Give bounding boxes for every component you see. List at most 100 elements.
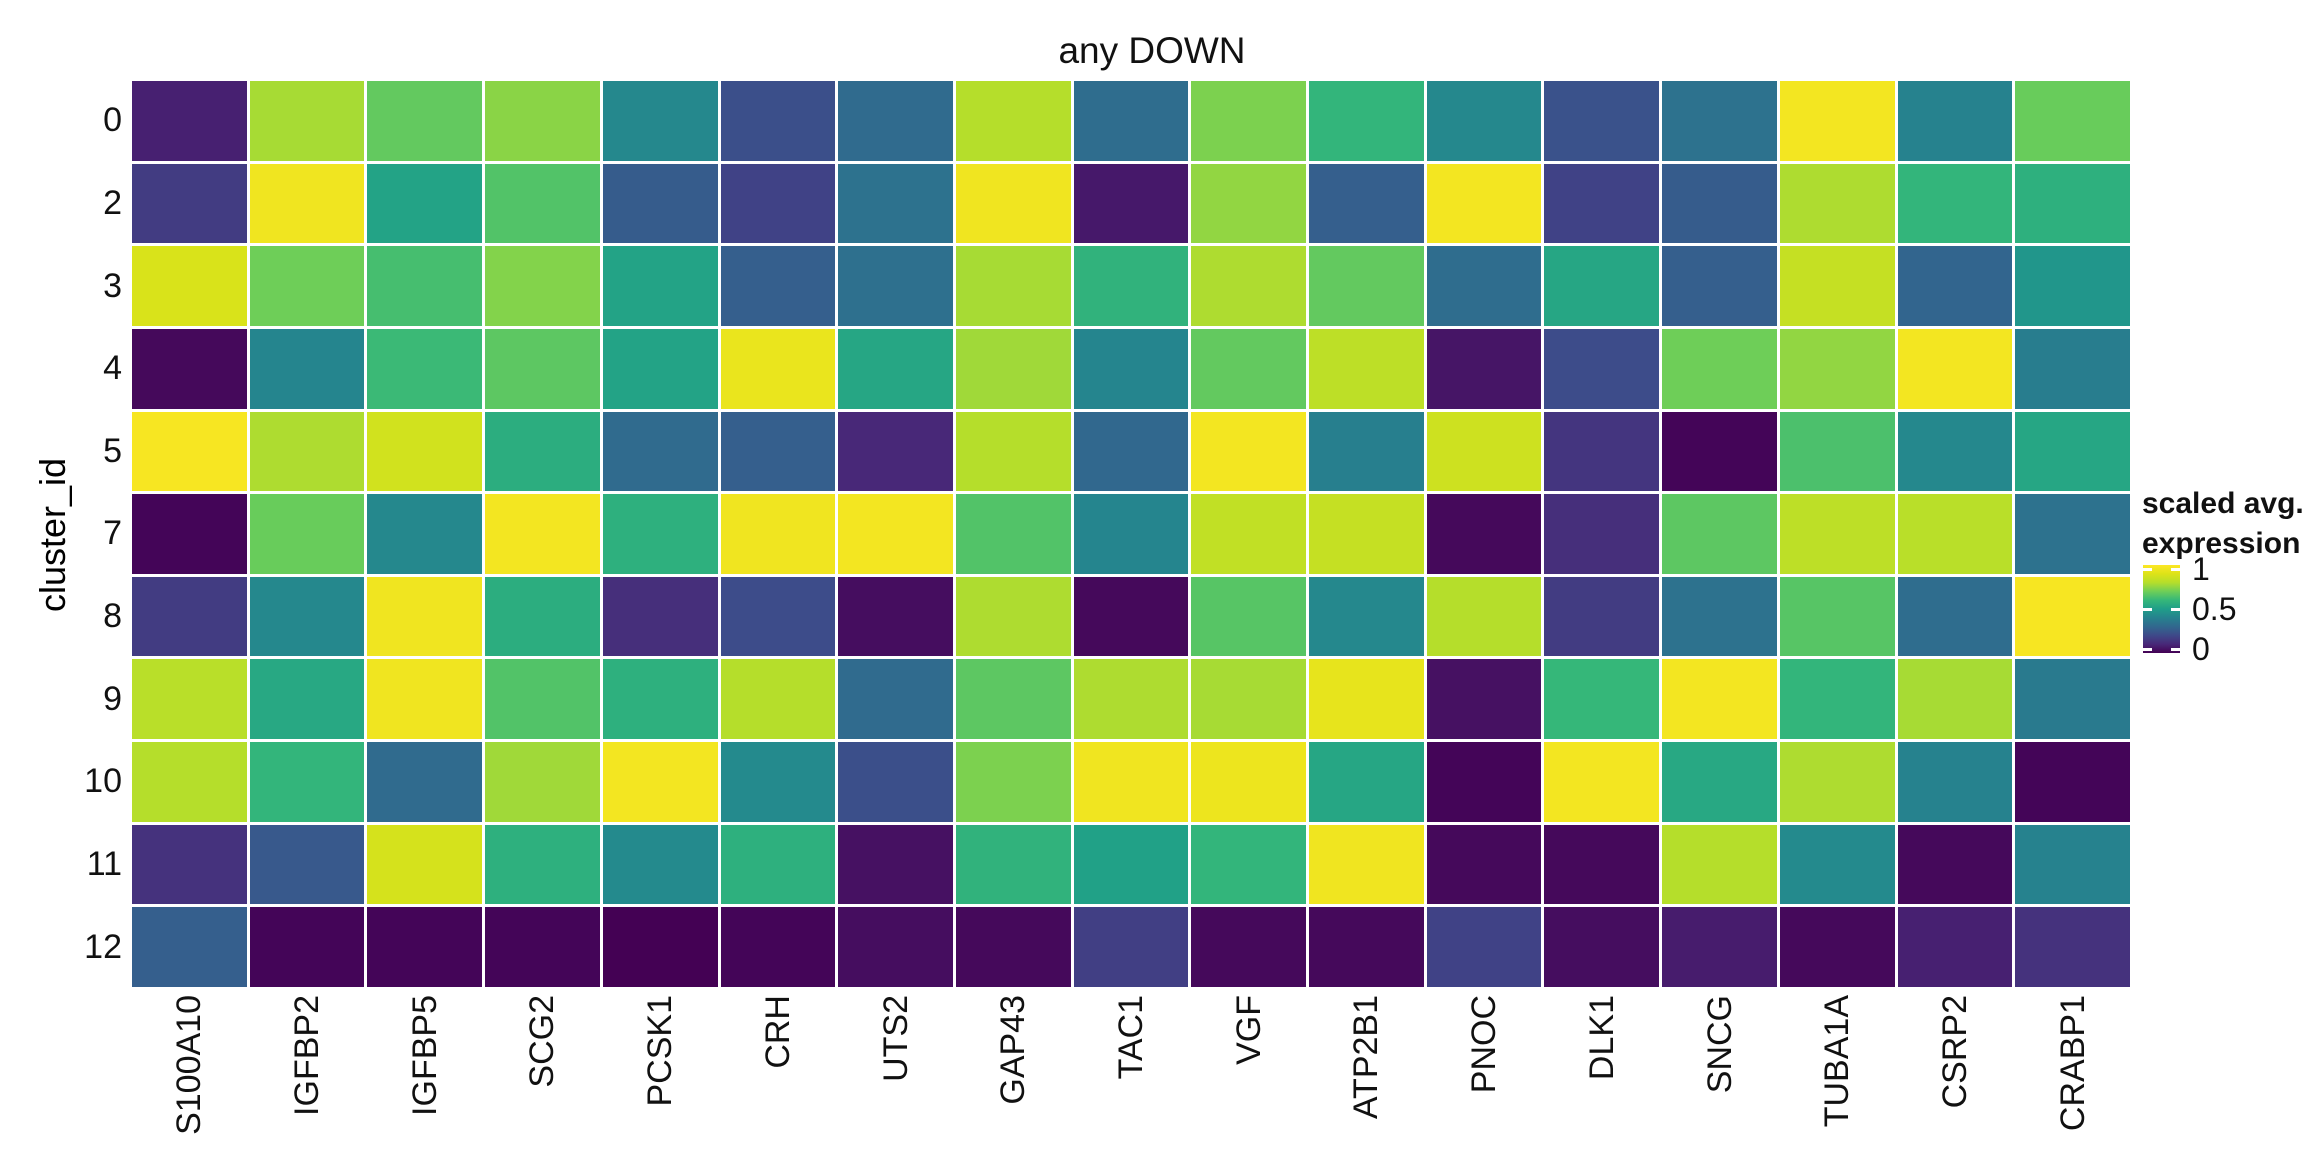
- x-axis-tick-label: IGFBP2: [288, 995, 327, 1116]
- heatmap-cell: [1191, 907, 1307, 987]
- heatmap-cell: [1544, 659, 1660, 740]
- x-axis-tick-label: IGFBP5: [405, 995, 444, 1116]
- heatmap-cell: [838, 659, 953, 740]
- heatmap-cell: [367, 328, 483, 409]
- heatmap-cell: [1897, 907, 2013, 987]
- y-axis-tick-label: 4: [103, 349, 122, 388]
- heatmap-cell: [720, 576, 836, 657]
- heatmap-cell: [1779, 659, 1895, 740]
- heatmap-cell: [1897, 81, 2013, 161]
- heatmap-cell: [602, 742, 718, 822]
- x-axis-tick-label: PCSK1: [641, 995, 680, 1107]
- heatmap-cell: [602, 494, 718, 574]
- heatmap-cell: [720, 659, 836, 740]
- heatmap-cell: [1662, 328, 1777, 409]
- heatmap-cell: [1779, 576, 1895, 657]
- heatmap-cell: [1897, 411, 2013, 492]
- heatmap-cell: [485, 576, 600, 657]
- heatmap-cell: [367, 576, 483, 657]
- heatmap-cell: [1191, 576, 1307, 657]
- heatmap-cell: [1779, 163, 1895, 244]
- heatmap-cell: [838, 824, 953, 905]
- x-axis-tick-label: TAC1: [1112, 995, 1150, 1080]
- heatmap-cell: [132, 328, 247, 409]
- heatmap-cell: [602, 411, 718, 492]
- heatmap-cell: [249, 659, 365, 740]
- heatmap-cell: [720, 163, 836, 244]
- heatmap-cell: [249, 907, 365, 987]
- heatmap-cell: [132, 494, 247, 574]
- heatmap-cell: [955, 494, 1071, 574]
- x-axis-tick-label: VGF: [1229, 995, 1268, 1065]
- legend-tick-label: 1: [2192, 551, 2210, 587]
- heatmap-cell: [955, 81, 1071, 161]
- heatmap-cell: [485, 81, 600, 161]
- heatmap-cell: [132, 824, 247, 905]
- heatmap-cell: [249, 246, 365, 326]
- heatmap-cell: [2015, 494, 2130, 574]
- legend-title-line1: scaled avg.: [2142, 487, 2304, 520]
- heatmap-cell: [249, 81, 365, 161]
- heatmap-cell: [2015, 163, 2130, 244]
- heatmap-cell: [485, 411, 600, 492]
- heatmap-cell: [132, 907, 247, 987]
- y-axis-tick-label: 9: [103, 679, 122, 718]
- x-axis-tick-label: SCG2: [523, 995, 562, 1088]
- heatmap-cell: [1779, 907, 1895, 987]
- heatmap-cell: [720, 411, 836, 492]
- x-axis-tick-label: SNCG: [1700, 995, 1739, 1094]
- legend-tick-mark: [2143, 567, 2152, 571]
- heatmap-cell: [838, 494, 953, 574]
- x-axis-tick-label: PNOC: [1465, 995, 1504, 1094]
- heatmap-cell: [485, 907, 600, 987]
- heatmap-cell: [1662, 246, 1777, 326]
- heatmap-cell: [720, 742, 836, 822]
- heatmap-cell: [838, 163, 953, 244]
- heatmap-cell: [1779, 742, 1895, 822]
- heatmap-cell: [1662, 659, 1777, 740]
- heatmap-cell: [2015, 576, 2130, 657]
- heatmap-cell: [367, 163, 483, 244]
- heatmap-cell: [1426, 494, 1542, 574]
- heatmap-cell: [132, 163, 247, 244]
- x-axis-tick-label: DLK1: [1582, 995, 1621, 1081]
- heatmap-cell: [1073, 659, 1189, 740]
- heatmap-cell: [367, 411, 483, 492]
- heatmap-cell: [602, 163, 718, 244]
- heatmap-cell: [1426, 824, 1542, 905]
- heatmap-cell: [132, 576, 247, 657]
- legend-tick-label: 0.5: [2192, 591, 2237, 627]
- heatmap-cell: [485, 246, 600, 326]
- heatmap-cell: [602, 907, 718, 987]
- heatmap-cell: [838, 576, 953, 657]
- heatmap-cell: [955, 163, 1071, 244]
- x-axis-tick-label: TUBA1A: [1818, 995, 1857, 1128]
- y-axis-tick-label: 7: [103, 514, 122, 553]
- y-axis-tick-label: 12: [84, 927, 122, 966]
- heatmap-cell: [838, 246, 953, 326]
- heatmap-cell: [1191, 163, 1307, 244]
- heatmap-cell: [955, 824, 1071, 905]
- heatmap-cell: [955, 576, 1071, 657]
- heatmap-cell: [1897, 742, 2013, 822]
- heatmap-cell: [720, 246, 836, 326]
- heatmap-cell: [2015, 328, 2130, 409]
- heatmap-cell: [1897, 163, 2013, 244]
- heatmap-cell: [132, 659, 247, 740]
- heatmap-cell: [955, 659, 1071, 740]
- legend-title-line2: expression: [2142, 527, 2301, 560]
- heatmap-cell: [1309, 576, 1424, 657]
- heatmap-cell: [1191, 246, 1307, 326]
- heatmap-cell: [1662, 163, 1777, 244]
- heatmap-cell: [1544, 411, 1660, 492]
- heatmap-cell: [1779, 328, 1895, 409]
- heatmap-cell: [602, 328, 718, 409]
- heatmap-cell: [1426, 81, 1542, 161]
- heatmap-cell: [1544, 742, 1660, 822]
- heatmap-cell: [602, 81, 718, 161]
- heatmap-cell: [249, 328, 365, 409]
- legend-tick-mark: [2171, 567, 2180, 571]
- heatmap-cell: [1426, 328, 1542, 409]
- heatmap-cell: [1779, 411, 1895, 492]
